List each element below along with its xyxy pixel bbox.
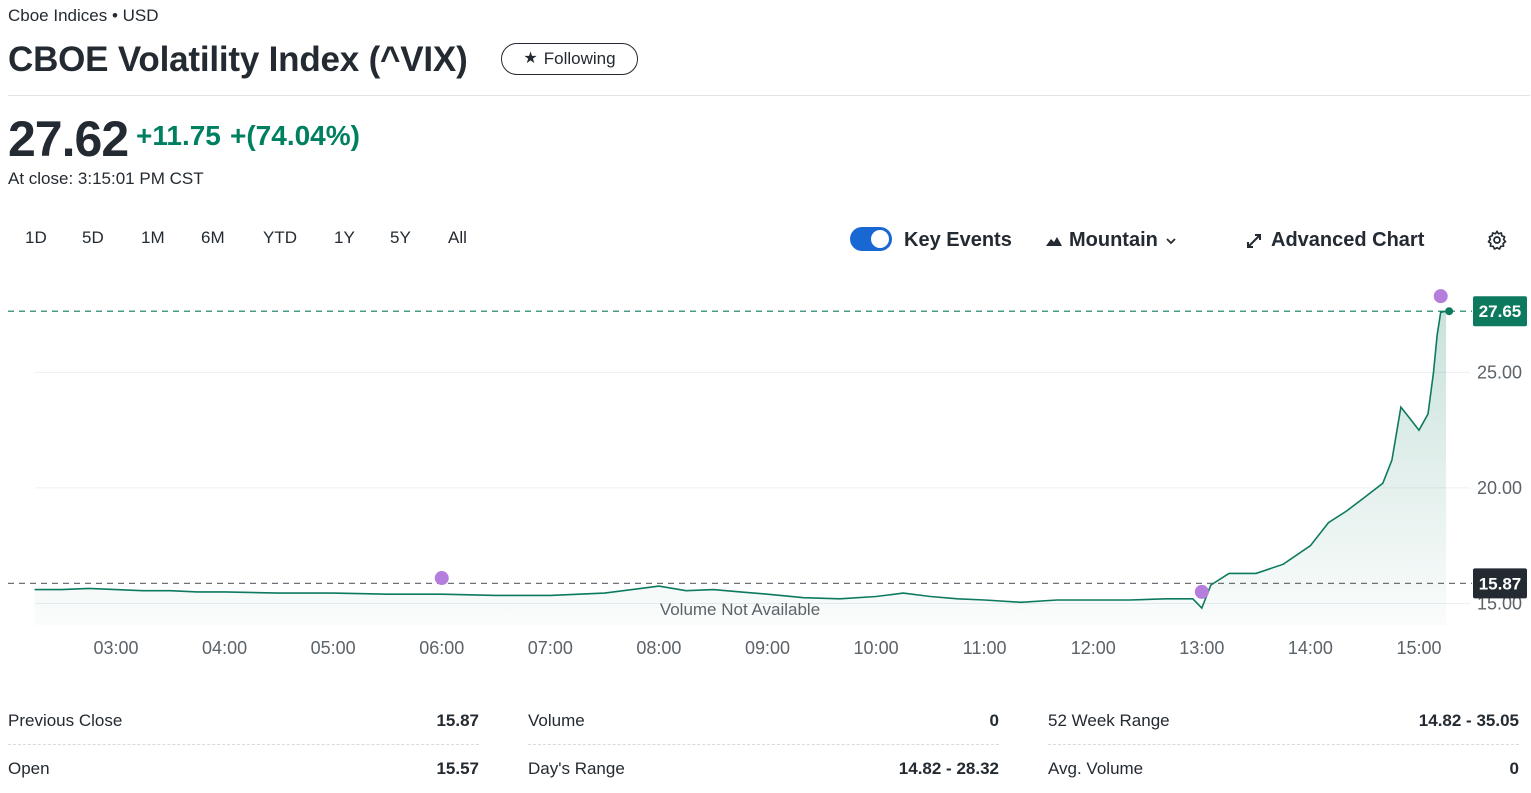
price-area <box>34 311 1447 625</box>
stat-label: Volume <box>528 710 585 730</box>
stat-avg-volume: Avg. Volume 0 <box>1048 745 1519 793</box>
key-events-label: Key Events <box>904 229 1012 251</box>
x-tick-label: 03:00 <box>93 638 138 658</box>
x-tick-label: 12:00 <box>1071 638 1116 658</box>
page-title: CBOE Volatility Index (^VIX) <box>8 40 468 79</box>
gridlines <box>35 371 1470 604</box>
price-change: +11.75 <box>136 120 221 151</box>
stat-days-range: Day's Range 14.82 - 28.32 <box>528 745 999 793</box>
stat-label: Day's Range <box>528 759 625 778</box>
y-tick-label: 15.00 <box>1477 593 1522 613</box>
range-tab-1m[interactable]: 1M <box>141 228 165 247</box>
x-tick-label: 13:00 <box>1179 638 1224 658</box>
key-event-marker[interactable] <box>1433 289 1448 304</box>
stat-value: 15.57 <box>436 759 479 778</box>
x-tick-label: 08:00 <box>636 638 681 658</box>
key-event-marker[interactable] <box>1194 584 1209 599</box>
advanced-chart-button[interactable]: Advanced Chart <box>1245 229 1424 252</box>
following-button[interactable]: ★ Following <box>501 43 638 75</box>
range-tab-all[interactable]: All <box>448 228 467 247</box>
range-tab-1d[interactable]: 1D <box>25 228 47 247</box>
stat-value: 14.82 - 28.32 <box>898 759 999 778</box>
key-event-marker[interactable] <box>434 571 449 586</box>
key-events-toggle[interactable] <box>850 227 892 251</box>
stat-open: Open 15.57 <box>8 745 479 793</box>
stat-value: 14.82 - 35.05 <box>1418 710 1519 730</box>
range-tab-5y[interactable]: 5Y <box>390 228 411 247</box>
mountain-icon <box>1046 236 1062 246</box>
current-price: 27.62 <box>8 111 129 167</box>
range-tab-6m[interactable]: 6M <box>201 228 225 247</box>
stat-52-week-range: 52 Week Range 14.82 - 35.05 <box>1048 697 1519 745</box>
chart-type-label: Mountain <box>1069 229 1158 251</box>
advanced-chart-label: Advanced Chart <box>1271 229 1425 251</box>
price-line <box>34 310 1447 610</box>
chevron-down-icon <box>1166 237 1176 244</box>
close-time: At close: 3:15:01 PM CST <box>8 169 204 188</box>
stat-label: Avg. Volume <box>1048 759 1144 778</box>
stat-label: 52 Week Range <box>1048 710 1170 730</box>
stat-value: 15.87 <box>436 710 479 730</box>
stat-value: 0 <box>989 710 999 730</box>
previous-close-badge-label: 15.87 <box>1479 574 1522 593</box>
price-change-percent: +(74.04%) <box>230 120 360 151</box>
stat-value: 0 <box>1509 759 1519 778</box>
previous-close-badge: 15.87 <box>1473 568 1527 599</box>
x-tick-label: 10:00 <box>854 638 899 658</box>
volume-not-available: Volume Not Available <box>660 600 820 619</box>
star-icon: ★ <box>523 50 538 67</box>
stat-volume: Volume 0 <box>528 697 999 745</box>
stat-label: Previous Close <box>8 710 123 730</box>
x-tick-label: 06:00 <box>419 638 464 658</box>
y-tick-label: 20.00 <box>1477 478 1522 498</box>
following-label: Following <box>543 49 616 68</box>
last-price-dot <box>1445 307 1454 316</box>
gear-icon[interactable] <box>1486 229 1508 251</box>
toggle-knob <box>871 230 889 248</box>
x-tick-label: 09:00 <box>745 638 790 658</box>
last-price-badge-label: 27.65 <box>1479 302 1522 321</box>
range-tab-5d[interactable]: 5D <box>82 228 104 247</box>
last-price-badge: 27.65 <box>1473 296 1527 327</box>
exchange-label: Cboe Indices • USD <box>8 6 159 25</box>
stat-previous-close: Previous Close 15.87 <box>8 697 479 745</box>
x-tick-label: 04:00 <box>202 638 247 658</box>
chart-type-dropdown[interactable]: Mountain <box>1045 229 1178 252</box>
x-tick-label: 14:00 <box>1288 638 1333 658</box>
x-tick-label: 05:00 <box>311 638 356 658</box>
x-tick-label: 11:00 <box>963 638 1007 658</box>
price-chart[interactable]: 25.00 20.00 15.00 03:00 04:00 05:00 06:00 07:0… <box>0 280 1531 680</box>
expand-icon <box>1247 233 1261 248</box>
range-tab-1y[interactable]: 1Y <box>334 228 355 247</box>
y-tick-label: 25.00 <box>1477 362 1522 382</box>
stat-label: Open <box>8 759 50 778</box>
header-divider <box>8 95 1530 96</box>
range-tab-ytd[interactable]: YTD <box>263 228 297 247</box>
x-tick-label: 07:00 <box>528 638 573 658</box>
x-tick-label: 15:00 <box>1396 638 1441 658</box>
